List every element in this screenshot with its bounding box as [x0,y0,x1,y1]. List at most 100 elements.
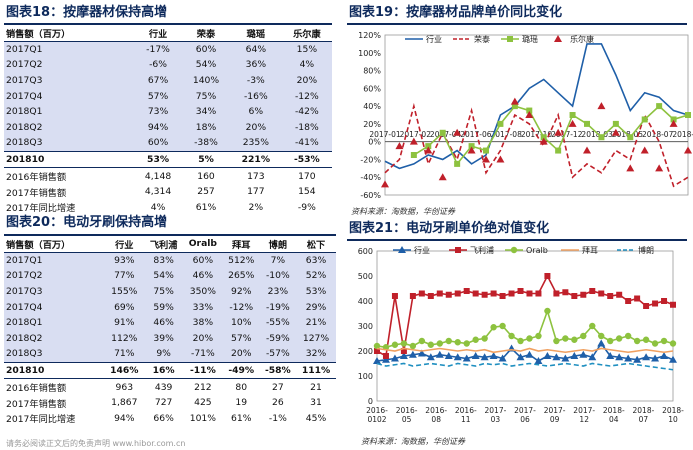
x-tick-label: 2016-0102 [366,406,388,424]
table-cell: 727 [154,397,173,409]
table-row: 2017年销售额 1,867 727 425 19 26 31 [4,395,336,411]
data-point [597,339,606,347]
legend-label: 拜耳 [582,245,598,255]
data-point [427,293,434,299]
x-tick-label: 2017-12 [551,130,583,139]
data-point [535,332,542,340]
table-cell: 235% [229,135,282,152]
data-point [552,353,561,361]
data-point [472,290,479,297]
table-cell: -59% [259,330,297,347]
table-cell: 19 [235,397,248,409]
data-point [652,300,659,307]
data-point [410,152,417,158]
data-point [555,147,562,154]
data-point [399,352,408,359]
table-row: 2017Q1 93% 83% 60% 512% 7% 63% [4,252,336,269]
data-point [568,119,577,127]
table-cell: 20% [183,330,223,347]
data-point [409,342,417,350]
data-point [627,134,634,141]
table-cell: -17% [134,41,183,58]
column-header: 松下 [296,236,336,253]
table-cell: 38% [183,314,223,331]
data-point [589,322,596,330]
data-point [373,342,381,350]
table-cell: 201810 [4,150,135,169]
table-cell: 212 [194,381,212,393]
data-point [381,355,390,363]
data-point [580,291,587,298]
table-cell: 39% [144,330,183,347]
data-point [670,301,676,308]
chart-19: 120% 100% 80% 60% 40% 20% 0% -20% -40% -60% 2017-0… [358,31,693,200]
data-point [642,353,651,361]
data-point [526,107,533,114]
table-row: 2017Q3 155% 75% 350% 92% 23% 53% [4,283,336,300]
chart-19-panel: 图表19：按摩器材品牌单价同比变化 120% 100% 80% 60% 40% 20% 0%… [343,0,693,225]
table-row: 2018Q3 60% -38% 235% -41% [4,135,332,152]
table-cell: 140% [182,72,230,89]
data-point [499,293,506,299]
table-cell: 66% [153,412,174,424]
table-cell: 23% [259,283,297,300]
x-tick-label: 2018-04 [603,406,625,424]
table-cell: 60% [182,41,230,58]
data-point [425,143,432,150]
legend-label: 乐尔康 [570,34,594,44]
x-tick-label: 2018-03 [581,130,613,139]
y-tick-label: 120% [358,31,381,40]
data-point [597,102,606,110]
data-point [426,353,435,361]
y-tick-label: 40% [363,102,381,111]
table-cell: 9% [144,346,183,363]
table-18-title: 图表18：按摩器材保持高增 [6,5,168,20]
data-point [670,116,677,123]
table-row: 2018Q3 71% 9% -71% 20% -57% 32% [4,346,336,363]
series-line [376,362,674,371]
data-point [543,352,552,359]
table-cell: 2017Q2 [4,57,135,73]
column-header: 荣泰 [182,25,230,42]
table-cell: 29% [296,299,336,315]
y-tick-label: 600 [358,247,373,256]
table-cell: 439 [154,381,173,393]
table-row: 2017年同比增速 4% 61% 2% -9% [4,200,332,216]
data-point [624,332,632,340]
y-tick-label: 200 [358,347,373,356]
table-row: 2017年销售额 4,314 257 177 154 [4,184,332,200]
table-cell: 83% [144,252,183,269]
table-cell: -19% [259,299,297,315]
data-point [598,332,605,340]
data-point [454,339,461,346]
series-line [376,308,674,349]
x-tick-label: 2017-06 [460,130,492,139]
column-header: 销售额（百万） [4,25,135,42]
data-point [611,128,620,136]
data-point [655,164,664,172]
table-cell: -42% [281,103,332,120]
data-point [539,137,548,145]
x-tick-label: 2017-06 [514,406,536,424]
data-point [571,336,578,343]
data-point [489,352,498,359]
table-cell: 2% [248,201,264,213]
data-point [544,273,551,279]
table-cell: 27 [272,381,284,393]
column-header: 博朗 [259,236,297,253]
data-point [481,335,488,342]
table-row: 2018Q2 112% 39% 20% 57% -59% 127% [4,330,336,347]
data-point [624,354,633,362]
table-cell: 57% [134,88,183,104]
table-cell: 177 [247,186,265,198]
table-cell: 2017Q1 [4,41,135,58]
y-tick-label: 0 [368,397,373,406]
y-tick-label: 0% [368,138,381,147]
table-cell: -9% [297,201,316,213]
data-point [642,336,650,343]
data-point [490,290,497,297]
data-point [661,298,668,304]
table-cell: 2018Q1 [4,103,135,120]
column-header: 行业 [104,236,145,253]
table-cell: 155% [104,283,145,300]
